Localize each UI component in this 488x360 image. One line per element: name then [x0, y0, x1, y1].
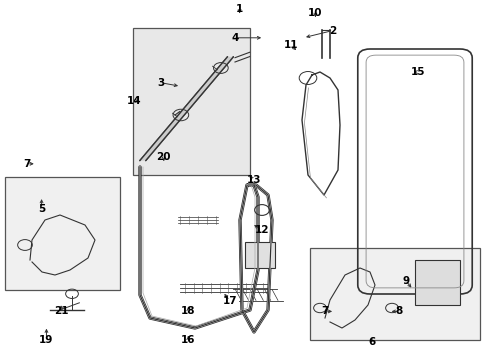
Bar	[309, 248, 479, 340]
Text: 12: 12	[254, 225, 268, 235]
Bar	[414, 260, 459, 305]
Text: 11: 11	[283, 40, 298, 50]
Text: 1: 1	[236, 4, 243, 14]
Text: 21: 21	[54, 306, 68, 316]
Text: 5: 5	[38, 204, 45, 214]
Bar	[5, 177, 120, 290]
Text: 14: 14	[127, 96, 142, 106]
Polygon shape	[139, 57, 233, 161]
Text: 2: 2	[328, 26, 335, 36]
Text: 18: 18	[181, 306, 195, 316]
Text: 19: 19	[39, 335, 54, 345]
Text: 20: 20	[156, 152, 171, 162]
Text: 15: 15	[410, 67, 425, 77]
Text: 4: 4	[230, 33, 238, 43]
Bar	[244, 242, 274, 267]
Text: 8: 8	[394, 306, 401, 316]
Text: 6: 6	[367, 337, 374, 347]
Text: 7: 7	[23, 159, 31, 169]
Bar	[133, 28, 249, 175]
Text: 10: 10	[307, 8, 322, 18]
Text: 9: 9	[402, 276, 408, 286]
Text: 7: 7	[321, 306, 328, 316]
Text: 16: 16	[181, 335, 195, 345]
Text: 13: 13	[246, 175, 261, 185]
Text: 17: 17	[222, 296, 237, 306]
Text: 3: 3	[158, 78, 164, 88]
